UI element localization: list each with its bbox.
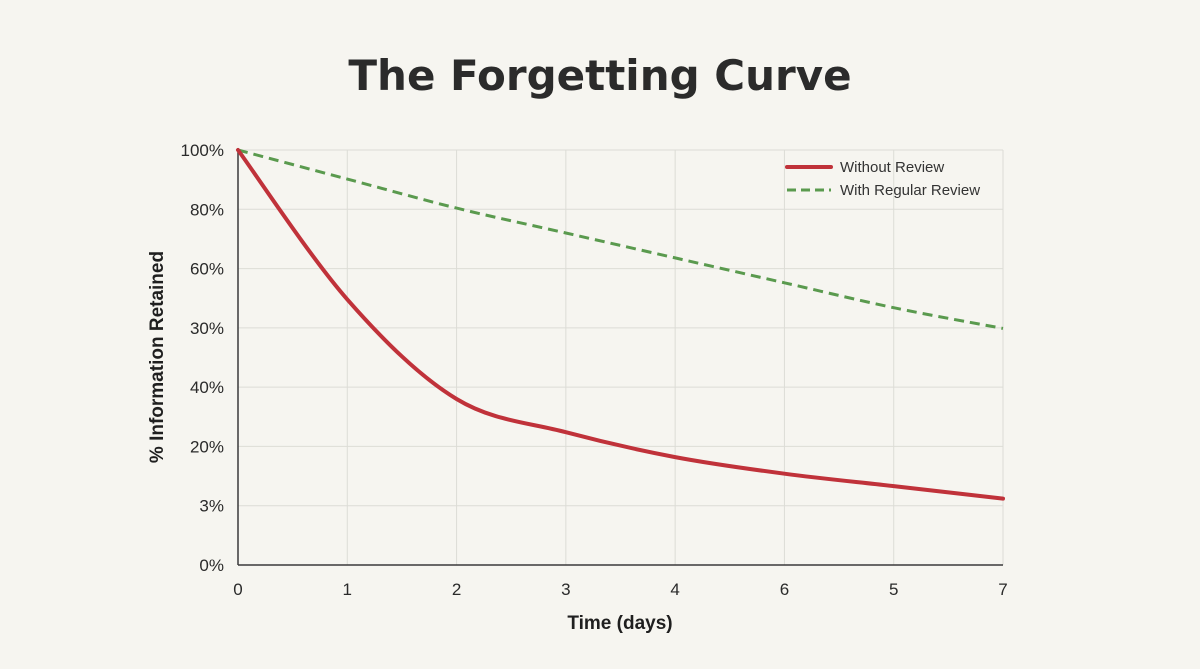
- legend-label: Without Review: [840, 159, 944, 176]
- x-tick-label: 1: [343, 580, 352, 599]
- x-tick-label: 0: [233, 580, 242, 599]
- y-tick-label: 100%: [181, 141, 224, 160]
- y-tick-label: 80%: [190, 200, 224, 219]
- x-tick-label: 3: [561, 580, 570, 599]
- x-tick-label: 4: [670, 580, 679, 599]
- x-axis-title: Time (days): [567, 613, 672, 634]
- grid-lines: [238, 149, 1004, 565]
- x-tick-label: 5: [889, 580, 898, 599]
- axes: [237, 148, 1003, 566]
- y-tick-label: 3%: [199, 497, 224, 516]
- x-tick-label: 7: [998, 580, 1007, 599]
- y-axis-ticks: 0% 3% 20% 40% 30% 60% 80% 100%: [181, 141, 224, 575]
- chart-title: The Forgetting Curve: [348, 51, 851, 100]
- y-tick-label: 40%: [190, 378, 224, 397]
- series-line-without-review: [236, 148, 1005, 501]
- legend-label: With Regular Review: [840, 182, 980, 199]
- x-tick-label: 6: [780, 580, 789, 599]
- y-tick-label: 20%: [190, 437, 224, 456]
- series-lines: [236, 148, 1005, 501]
- y-tick-label: 0%: [199, 556, 224, 575]
- x-axis-ticks: 0 1 2 3 4 6 5 7: [233, 580, 1007, 599]
- series-line-with-review: [237, 148, 1004, 330]
- y-tick-label: 30%: [190, 319, 224, 338]
- legend: Without Review With Regular Review: [785, 159, 980, 199]
- x-tick-label: 2: [452, 580, 461, 599]
- y-tick-label: 60%: [190, 260, 224, 279]
- y-axis-title: % Information Retained: [147, 251, 168, 463]
